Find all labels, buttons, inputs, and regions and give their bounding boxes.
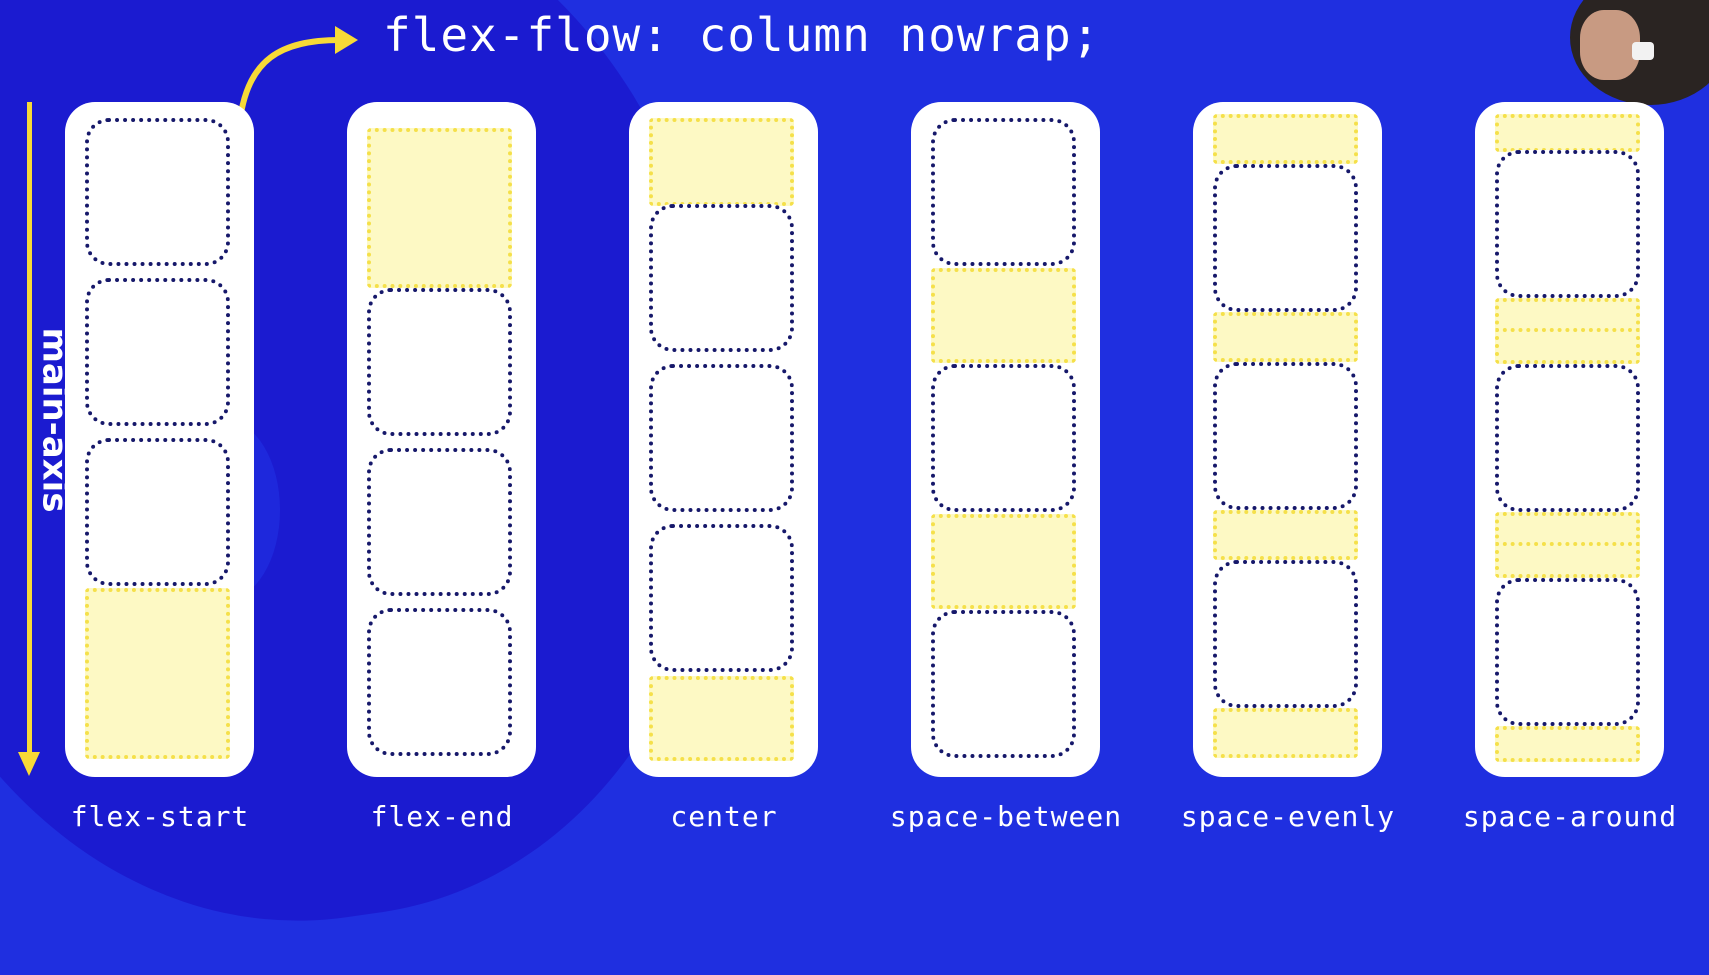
free-space (85, 588, 230, 759)
flex-item (1213, 560, 1358, 708)
free-space (1495, 328, 1640, 364)
free-space (1495, 114, 1640, 152)
free-space (1213, 708, 1358, 758)
flex-item (85, 438, 230, 586)
flex-item (1495, 150, 1640, 298)
flex-item (931, 364, 1076, 512)
flex-item (367, 288, 512, 436)
container-space-around (1475, 102, 1664, 777)
curved-arrow-icon (237, 26, 358, 123)
flex-item (649, 524, 794, 672)
flex-item (931, 118, 1076, 266)
free-space (367, 128, 512, 288)
flex-item (1495, 578, 1640, 726)
flex-item (649, 204, 794, 352)
label-space-evenly: space-evenly (1180, 800, 1396, 833)
container-flex-end (347, 102, 536, 777)
flex-item (1213, 362, 1358, 510)
free-space (1495, 512, 1640, 546)
label-flex-start: flex-start (70, 800, 250, 833)
slide-title: flex-flow: column nowrap; (383, 8, 1101, 62)
flex-item (367, 448, 512, 596)
flex-item (367, 608, 512, 756)
label-center: center (670, 800, 778, 833)
flex-item (1213, 164, 1358, 312)
free-space (931, 268, 1076, 363)
free-space (1495, 726, 1640, 762)
container-flex-start (65, 102, 254, 777)
free-space (1213, 312, 1358, 362)
flex-item (85, 118, 230, 266)
label-space-between: space-between (889, 800, 1123, 833)
free-space (1495, 298, 1640, 332)
free-space (1213, 114, 1358, 164)
free-space (1213, 510, 1358, 560)
container-space-between (911, 102, 1100, 777)
container-center (629, 102, 818, 777)
container-space-evenly (1193, 102, 1382, 777)
free-space (649, 676, 794, 761)
presenter-hand (1580, 10, 1640, 80)
logo-badge (1632, 42, 1654, 60)
free-space (931, 514, 1076, 609)
free-space (1495, 542, 1640, 578)
arrow-down-icon (18, 752, 40, 776)
label-flex-end: flex-end (370, 800, 514, 833)
free-space (649, 118, 794, 206)
flex-item (931, 610, 1076, 758)
main-axis-arrow-line (27, 102, 32, 757)
flex-item (649, 364, 794, 512)
presenter-video (1570, 0, 1709, 105)
flex-item (1495, 364, 1640, 512)
label-space-around: space-around (1462, 800, 1678, 833)
flex-item (85, 278, 230, 426)
